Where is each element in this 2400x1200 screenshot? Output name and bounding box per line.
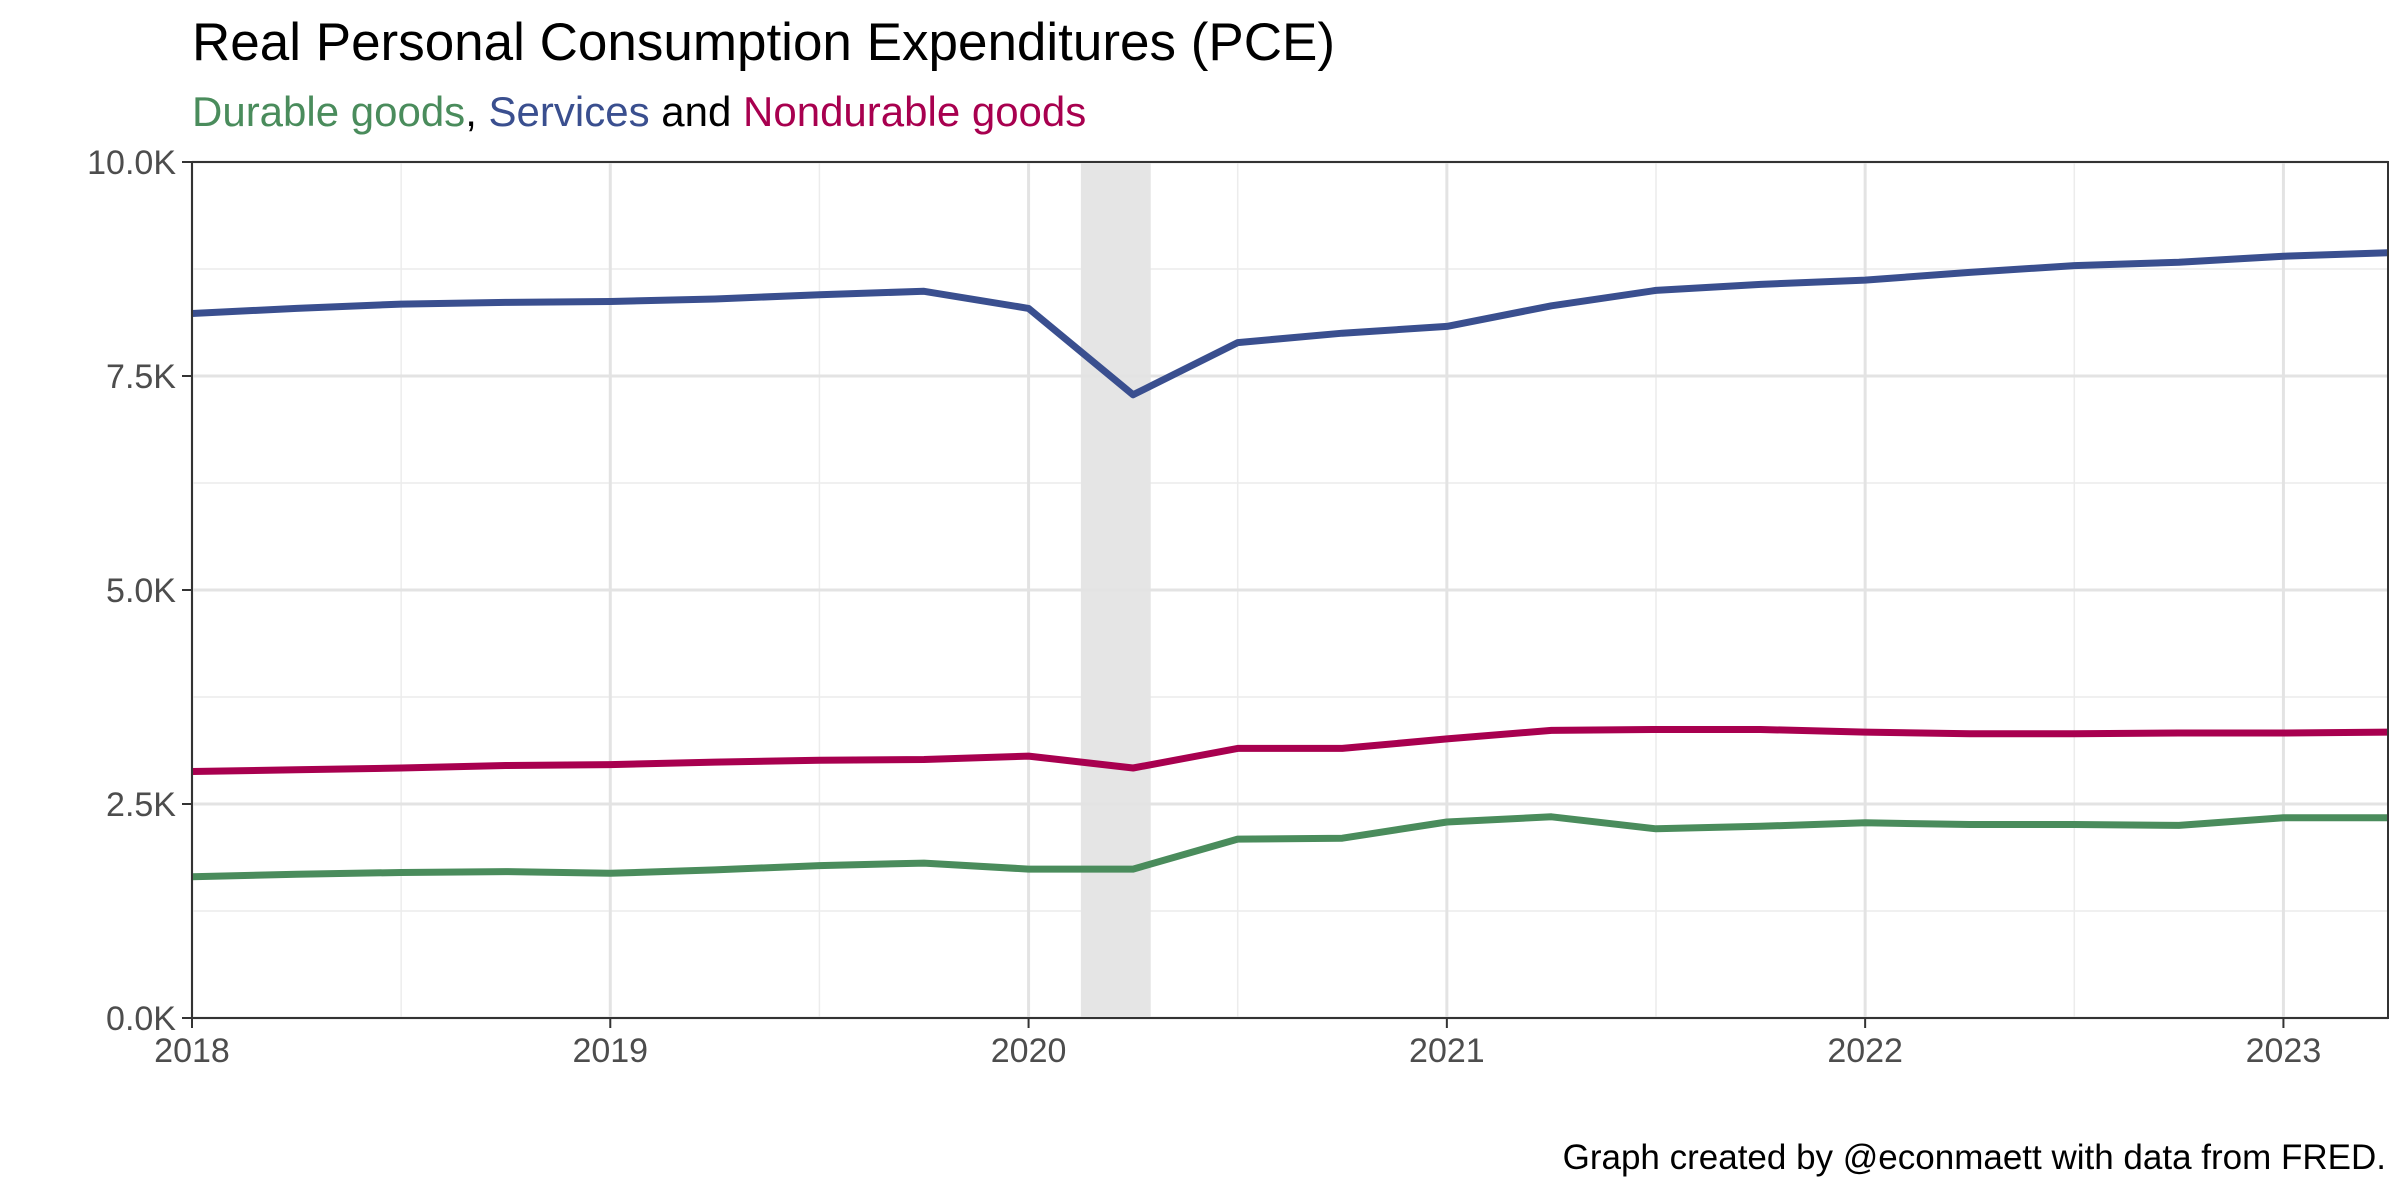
series-line-durable-goods	[191, 813, 2388, 881]
x-tick-label: 2020	[991, 1032, 1067, 1070]
series-lines	[191, 249, 2389, 881]
y-tick-label: 0.0K	[106, 1000, 176, 1038]
x-tick-label: 2019	[572, 1032, 648, 1070]
y-axis-ticks: 0.0K 2.5K 5.0K 7.5K 10.0K	[87, 144, 192, 1038]
y-tick-label: 10.0K	[87, 144, 176, 182]
subtitle-part-1: ,	[465, 88, 489, 135]
series-line-nondurable-goods	[191, 726, 2389, 775]
chart-title: Real Personal Consumption Expenditures (…	[192, 13, 1335, 72]
y-tick-label: 2.5K	[106, 786, 176, 824]
x-tick-label: 2018	[154, 1032, 230, 1070]
series-line-services	[191, 249, 2389, 399]
x-tick-label: 2023	[2246, 1032, 2322, 1070]
x-tick-label: 2022	[1827, 1032, 1903, 1070]
subtitle-part-3: and	[649, 88, 744, 135]
subtitle-part-0: Durable goods	[192, 88, 466, 135]
x-tick-label: 2021	[1409, 1032, 1485, 1070]
x-axis-ticks: 2018 2019 2020 2021 2022 2023	[154, 1018, 2321, 1070]
subtitle-part-2: Services	[488, 88, 650, 135]
y-tick-label: 7.5K	[106, 358, 176, 396]
y-tick-label: 5.0K	[106, 572, 176, 610]
chart-subtitle: Durable goods, Services and Nondurable g…	[192, 88, 1086, 136]
chart-caption: Graph created by @econmaett with data fr…	[1562, 1138, 2386, 1177]
major-gridlines	[190, 160, 2388, 1020]
subtitle-part-4: Nondurable goods	[743, 88, 1087, 135]
